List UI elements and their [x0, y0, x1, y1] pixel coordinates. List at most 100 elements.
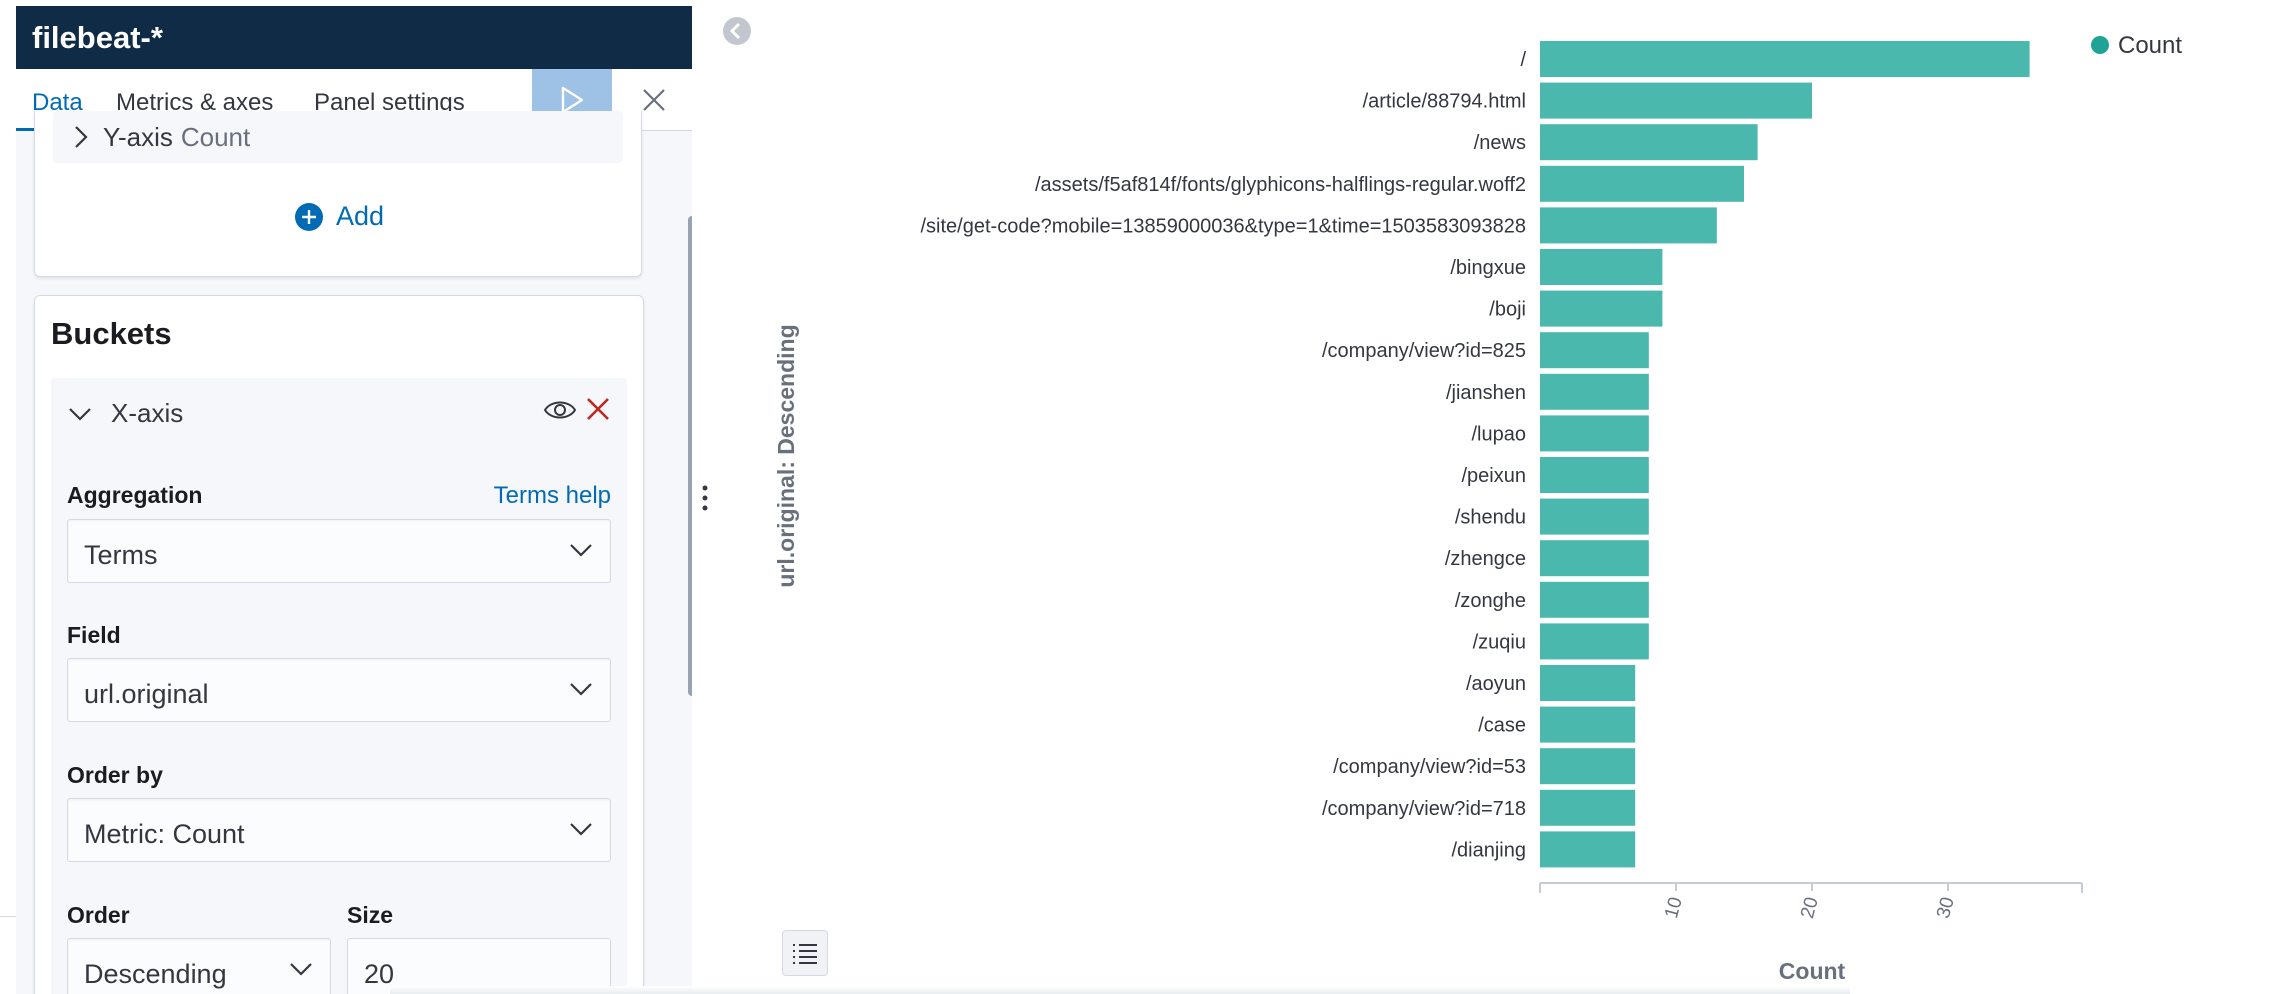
bar[interactable] — [1540, 82, 1812, 119]
category-label: /case — [1478, 715, 1526, 737]
category-label: /lupao — [1472, 423, 1527, 445]
list-icon — [793, 944, 817, 964]
bar[interactable] — [1540, 41, 2030, 77]
size-input[interactable]: 20 — [347, 938, 611, 994]
bottom-shadow — [390, 986, 1850, 994]
remove-bucket-button[interactable] — [585, 396, 611, 427]
category-label: /dianjing — [1451, 839, 1526, 861]
bars-group — [1540, 41, 2030, 868]
bar[interactable] — [1540, 332, 1649, 369]
legend-entry-count[interactable]: Count — [2118, 32, 2182, 59]
chart-panel: url.original: Descending / /article/88794… — [764, 0, 2280, 994]
aggregation-select[interactable]: Terms — [67, 519, 611, 583]
category-label: /zuqiu — [1473, 631, 1526, 653]
order-by-select[interactable]: Metric: Count — [67, 798, 611, 862]
bar[interactable] — [1540, 623, 1649, 660]
x-tick-label: 30 — [1933, 895, 1959, 921]
plus-circle-icon — [294, 202, 323, 231]
eye-icon — [543, 401, 577, 419]
xaxis-bucket: X-axis Aggregation Terms he — [51, 378, 627, 994]
y-axis-title-group: url.original: Descending — [773, 324, 799, 587]
bar[interactable] — [1540, 373, 1649, 410]
bar[interactable] — [1540, 207, 1717, 244]
drag-dots-icon — [702, 485, 708, 511]
bar[interactable] — [1540, 831, 1636, 868]
add-metric-button[interactable]: Add — [35, 201, 643, 232]
collapse-sidebar-button[interactable] — [722, 16, 752, 51]
resize-handle[interactable] — [700, 480, 710, 520]
category-label: /zonghe — [1455, 590, 1526, 612]
chevron-down-icon — [570, 823, 592, 836]
y-axis-title: url.original: Descending — [773, 324, 799, 587]
buckets-card: Buckets X-axis — [34, 295, 644, 994]
category-labels-group: / /article/88794.html/news/assets/f5af814… — [921, 49, 1527, 861]
metrics-card: Y-axis Count Add — [34, 111, 642, 277]
cross-icon — [587, 398, 609, 420]
category-label: /company/view?id=825 — [1322, 340, 1526, 362]
bar[interactable] — [1540, 706, 1636, 743]
order-select[interactable]: Descending — [67, 938, 331, 994]
arrow-left-circle-icon — [723, 17, 751, 45]
order-label: Order — [67, 902, 130, 928]
bar[interactable] — [1540, 249, 1663, 285]
bar[interactable] — [1540, 457, 1649, 493]
buckets-title: Buckets — [51, 316, 172, 351]
chevron-right-icon — [75, 126, 88, 148]
add-metric-label: Add — [335, 201, 385, 231]
x-axis-title: Count — [1779, 958, 1846, 984]
editor-panel-scroll[interactable]: Y-axis Count Add Buckets — [16, 111, 692, 994]
chevron-down-icon — [570, 544, 592, 557]
category-label: /article/88794.html — [1363, 91, 1526, 113]
page-divider — [0, 916, 16, 917]
chevron-down-icon — [290, 963, 312, 976]
category-label: /assets/f5af814f/fonts/glyphicons-halfli… — [1035, 174, 1526, 196]
x-tick-label: 10 — [1661, 895, 1687, 921]
bar[interactable] — [1540, 124, 1758, 161]
terms-help-link[interactable]: Terms help — [493, 482, 611, 509]
category-label: /news — [1474, 132, 1526, 154]
yaxis-metric-name: Count — [180, 121, 251, 152]
category-label: /zhengce — [1445, 548, 1526, 570]
category-label: /peixun — [1462, 465, 1527, 487]
xaxis-title: X-axis — [111, 398, 184, 428]
order-value: Descending — [84, 959, 227, 989]
yaxis-title: Y-axis — [103, 121, 173, 152]
bar[interactable] — [1540, 581, 1649, 618]
bar[interactable] — [1540, 498, 1649, 535]
play-icon — [561, 86, 584, 114]
close-editor-button[interactable] — [630, 69, 678, 131]
bar[interactable] — [1540, 540, 1649, 577]
category-label: /bingxue — [1450, 257, 1526, 279]
editor-sidebar: filebeat-* Data Metrics & axes Panel set… — [16, 6, 692, 994]
bar[interactable] — [1540, 290, 1663, 327]
bar-chart: url.original: Descending / /article/88794… — [773, 32, 2182, 984]
bar[interactable] — [1540, 665, 1636, 701]
toggle-data-table-button[interactable] — [782, 930, 828, 976]
chevron-down-icon — [570, 683, 592, 696]
category-label: /jianshen — [1446, 382, 1526, 404]
x-tick-label: 20 — [1797, 895, 1823, 921]
index-pattern-title: filebeat-* — [16, 6, 692, 69]
bar[interactable] — [1540, 415, 1649, 452]
field-select[interactable]: url.original — [67, 658, 611, 722]
xaxis-toggle[interactable]: X-axis — [67, 398, 183, 429]
legend-color-dot — [2091, 36, 2109, 54]
category-label: /company/view?id=53 — [1333, 756, 1526, 778]
sidebar-scrollbar[interactable] — [688, 216, 692, 696]
bar[interactable] — [1540, 165, 1744, 202]
category-label: / — [1520, 49, 1526, 71]
bar[interactable] — [1540, 748, 1636, 785]
category-label: /shendu — [1455, 507, 1526, 529]
aggregation-label: Aggregation — [67, 482, 203, 508]
yaxis-metric-toggle[interactable]: Y-axis Count — [53, 111, 623, 163]
order-by-label: Order by — [67, 762, 163, 788]
toggle-visibility-button[interactable] — [543, 396, 577, 429]
category-label: /aoyun — [1466, 673, 1526, 695]
order-by-value: Metric: Count — [84, 819, 245, 849]
field-value: url.original — [84, 679, 209, 709]
x-axis-group: 10 20 30 — [1539, 882, 2083, 921]
bar[interactable] — [1540, 789, 1636, 826]
legend[interactable]: Count — [2091, 32, 2182, 59]
aggregation-value: Terms — [84, 540, 158, 570]
